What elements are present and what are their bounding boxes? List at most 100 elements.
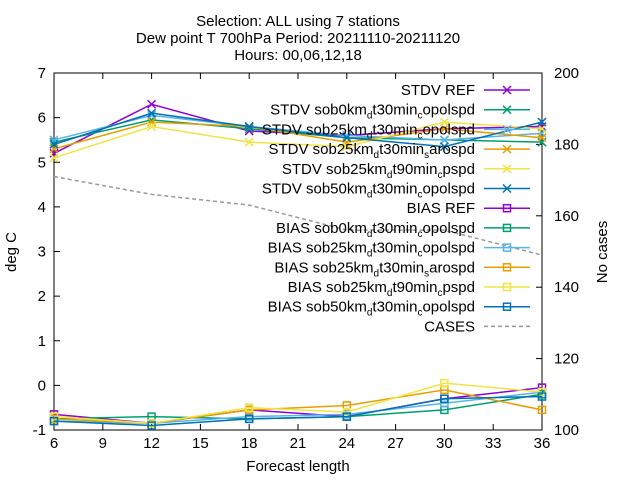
data-point [147, 99, 157, 109]
legend-subscript: s [424, 150, 429, 161]
data-point [537, 405, 547, 415]
legend-subscript: d [367, 190, 373, 201]
legend-subscript: d [387, 170, 393, 181]
legend-text: CASES [424, 318, 475, 335]
legend-text: BIAS sob50km [268, 299, 367, 316]
legend-label: CASES [424, 318, 475, 335]
legend-label: BIAS sob25kmdt30mincopolspd [268, 240, 475, 260]
legend-text: t30min [372, 181, 417, 198]
series-layer [49, 99, 547, 430]
legend-sample-marker [502, 223, 512, 233]
legend-sample-marker [502, 282, 512, 292]
legend-text: STDV sob25km [282, 161, 387, 178]
y-tick-label: 1 [38, 333, 46, 350]
y2-tick-label: 160 [554, 208, 579, 225]
series-line [53, 121, 543, 159]
title-line: Hours: 00,06,12,18 [234, 47, 362, 64]
legend-label: BIAS sob25kmdt30minsarospd [274, 259, 475, 279]
legend-text: t90min [392, 279, 437, 296]
legend-subscript: c [437, 170, 442, 181]
series-line [53, 119, 543, 143]
legend-subscript: c [417, 130, 422, 141]
legend-subscript: d [374, 150, 380, 161]
y-tick-label: 6 [38, 110, 46, 127]
legend-subscript: d [367, 229, 373, 240]
data-point [49, 153, 59, 163]
legend-label: STDV sob50kmdt30mincopolspd [262, 181, 475, 201]
y-tick-label: 5 [38, 154, 46, 171]
legend-text: opolspd [422, 240, 475, 257]
legend-text: STDV sob25km [268, 141, 373, 158]
y-tick-label: 0 [38, 377, 46, 394]
data-point [440, 394, 449, 404]
legend-label: BIAS REF [407, 200, 475, 217]
series-line [53, 112, 543, 148]
legend-text: t30min [372, 299, 417, 316]
series-line [53, 395, 543, 427]
data-point [244, 122, 254, 132]
legend-sample-marker [502, 302, 512, 311]
legend-text: t30min [372, 121, 417, 138]
legend-label: STDV sob0kmdt30mincopolspd [270, 102, 475, 122]
legend-subscript: d [387, 288, 393, 299]
data-point [342, 133, 352, 143]
data-point [537, 392, 547, 401]
legend-sample-marker [502, 203, 512, 213]
legend-label: STDV sob25kmdt90mincpspd [282, 161, 475, 181]
y2-tick-label: 140 [554, 279, 579, 296]
legend-subscript: c [437, 288, 442, 299]
legend-text: opolspd [422, 121, 475, 138]
data-point [537, 124, 547, 134]
data-point [537, 387, 547, 397]
legend-subscript: d [374, 268, 380, 279]
legend-text: t30min [372, 102, 417, 119]
data-point [440, 398, 449, 408]
series-line [53, 114, 543, 141]
data-point [244, 403, 254, 412]
legend-text: BIAS sob0km [276, 220, 367, 237]
legend-text: BIAS sob25km [268, 240, 367, 257]
y-tick-label: 2 [38, 288, 46, 305]
legend-text: STDV REF [401, 82, 475, 99]
legend-text: arospd [429, 259, 475, 276]
y-axis-label: deg C [3, 232, 20, 272]
data-point [49, 139, 59, 149]
legend-sample-marker [502, 263, 512, 272]
legend-text: opolspd [422, 181, 475, 198]
x-tick-label: 30 [436, 435, 453, 452]
y2-tick-label: 120 [554, 351, 579, 368]
legend-label: STDV REF [401, 82, 475, 99]
data-point [440, 378, 449, 388]
legend-text: t30min [379, 259, 424, 276]
data-point [49, 416, 59, 426]
legend-sample-marker [502, 164, 512, 174]
legend-text: t90min [392, 161, 437, 178]
legend-subscript: c [417, 308, 422, 319]
legend-subscript: d [367, 111, 373, 122]
plot-axes: 6 9 12 15 18 21 24 27 30 33 36-1012345671001201401… [3, 65, 611, 475]
legend-sample-marker [502, 243, 512, 252]
legend-text: STDV sob0km [270, 102, 367, 119]
data-point [439, 142, 449, 152]
legend-label: BIAS sob0kmdt30mincopolspd [276, 220, 475, 240]
title-line: Dew point T 700hPa Period: 20211110-2021… [136, 30, 460, 47]
data-point [147, 421, 156, 430]
legend-sample-marker [502, 124, 512, 134]
data-point [147, 122, 157, 132]
data-point [439, 135, 449, 145]
x-axis-label: Forecast length [246, 458, 349, 475]
legend-text: BIAS sob25km [274, 259, 373, 276]
legend-text: t30min [372, 240, 417, 257]
series-line [53, 121, 543, 150]
data-point [244, 137, 254, 147]
legend-sample-marker [502, 183, 512, 194]
legend-label: BIAS sob50kmdt30mincopolspd [268, 299, 475, 319]
legend-subscript: c [417, 111, 422, 122]
series-10 [49, 378, 547, 428]
legend-subscript: s [424, 268, 429, 279]
data-point [342, 142, 352, 152]
legend-label: STDV sob25kmdt30minsarospd [268, 141, 475, 161]
legend-text: pspd [442, 279, 475, 296]
legend-text: STDV sob50km [262, 181, 367, 198]
x-tick-label: 9 [99, 435, 107, 452]
